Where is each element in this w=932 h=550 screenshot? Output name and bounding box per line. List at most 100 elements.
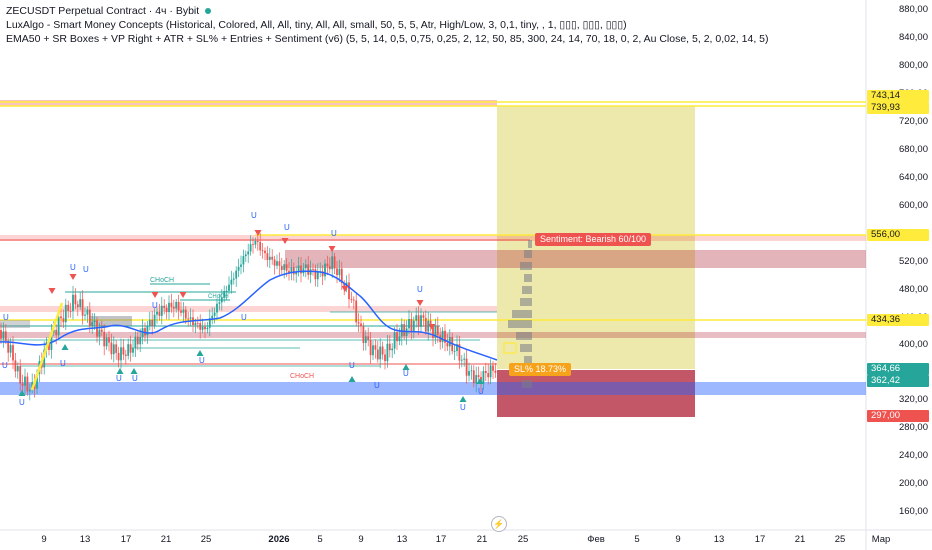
indicator-1-title[interactable]: LuxAlgo - Smart Money Concepts (Historic…: [6, 19, 627, 31]
candle-body: [412, 320, 415, 332]
candle-body: [415, 315, 418, 321]
candle-body: [211, 315, 214, 319]
candle-body: [264, 250, 266, 254]
candle-body: [67, 304, 70, 311]
candle-body: [230, 279, 233, 285]
price-tag: 743,14: [867, 90, 929, 102]
candle-body: [304, 264, 307, 269]
candle-body: [290, 267, 293, 273]
time-tick-label: 9: [41, 534, 47, 545]
candle-body: [333, 256, 336, 269]
candle-body: [285, 264, 288, 271]
bearish-marker-icon: [69, 274, 77, 280]
candle-body: [225, 290, 228, 292]
price-tick-label: 240,00: [898, 450, 928, 461]
u-marker-icon: U: [116, 374, 122, 383]
candle-body: [146, 325, 149, 336]
price-tick-label: 720,00: [898, 116, 928, 127]
candle-body: [120, 347, 122, 361]
time-tick-label: 21: [794, 534, 806, 545]
price-tick-label: 400,00: [898, 339, 928, 350]
bearish-marker-icon: [428, 324, 436, 330]
candle-body: [74, 294, 77, 305]
candle-body: [376, 349, 379, 360]
candle-body: [410, 319, 413, 332]
candle-body: [254, 240, 257, 245]
candle-body: [187, 318, 190, 320]
candle-body: [362, 326, 365, 343]
price-tag: 556,00: [867, 229, 929, 241]
candle-body: [151, 319, 154, 326]
candle-body: [321, 271, 324, 277]
candle-body: [76, 304, 79, 308]
candle-body: [434, 325, 437, 338]
price-tag: 739,93: [867, 102, 929, 114]
u-marker-icon: U: [152, 301, 158, 310]
candle-body: [208, 318, 211, 328]
candle-body: [134, 336, 137, 349]
price-tick-label: 800,00: [898, 60, 928, 71]
stop-loss-label: SL% 18.73%: [509, 363, 572, 376]
lightning-icon[interactable]: ⚡: [491, 516, 507, 532]
candle-body: [494, 370, 497, 373]
bullish-marker-icon: [402, 364, 410, 370]
candle-body: [348, 282, 350, 300]
time-tick-label: 25: [834, 534, 846, 545]
candle-body: [21, 383, 24, 386]
candle-body: [261, 250, 264, 252]
candle-body: [196, 322, 199, 324]
candle-body: [7, 340, 10, 353]
bullish-marker-icon: [116, 368, 124, 374]
candle-body: [256, 240, 259, 242]
time-tick-label: 17: [120, 534, 132, 545]
candle-body: [487, 373, 490, 378]
price-tag: 297,00: [867, 410, 929, 422]
time-tick-label: 9: [675, 534, 681, 545]
candle-body: [360, 323, 362, 327]
ema50-line: [0, 270, 498, 361]
candle-body: [28, 389, 31, 392]
candle-body: [379, 346, 382, 360]
candle-body: [336, 268, 338, 276]
indicator-2-title[interactable]: EMA50 + SR Boxes + VP Right + ATR + SL% …: [6, 33, 769, 45]
bearish-marker-icon: [341, 286, 349, 292]
candle-body: [403, 324, 406, 337]
candle-body: [194, 322, 197, 326]
candle-body: [417, 315, 420, 327]
candle-body: [223, 291, 226, 298]
u-marker-icon: U: [478, 387, 484, 396]
candle-body: [136, 336, 139, 345]
indicator-row-2[interactable]: EMA50 + SR Boxes + VP Right + ATR + SL% …: [6, 32, 769, 46]
u-marker-icon: U: [70, 263, 76, 272]
candle-body: [391, 348, 394, 351]
symbol-row[interactable]: ZECUSDT Perpetual Contract · 4ч · Bybit: [6, 4, 769, 18]
candle-body: [408, 319, 410, 329]
candle-body: [158, 311, 161, 316]
candle-body: [312, 269, 314, 270]
candle-body: [69, 310, 72, 312]
candle-body: [14, 360, 17, 372]
candle-body: [156, 311, 158, 315]
candle-body: [429, 320, 432, 328]
price-tag: 364,66: [867, 363, 929, 375]
candle-body: [489, 365, 492, 378]
candle-body: [180, 310, 182, 313]
candle-body: [160, 305, 163, 316]
stop-zone: [497, 370, 695, 417]
price-tick-label: 160,00: [898, 506, 928, 517]
u-marker-icon: U: [83, 265, 89, 274]
candle-body: [139, 336, 142, 345]
price-tick-label: 600,00: [898, 200, 928, 211]
symbol-title[interactable]: ZECUSDT Perpetual Contract · 4ч · Bybit: [6, 5, 200, 17]
candle-body: [422, 315, 425, 318]
candle-body: [271, 256, 274, 260]
candle-body: [424, 317, 427, 332]
indicator-row-1[interactable]: LuxAlgo - Smart Money Concepts (Historic…: [6, 18, 769, 32]
candle-body: [278, 261, 281, 266]
candle-body: [374, 345, 377, 350]
candle-body: [132, 348, 134, 353]
candle-body: [297, 265, 300, 272]
price-tick-label: 880,00: [898, 4, 928, 15]
bearish-marker-icon: [151, 292, 159, 298]
